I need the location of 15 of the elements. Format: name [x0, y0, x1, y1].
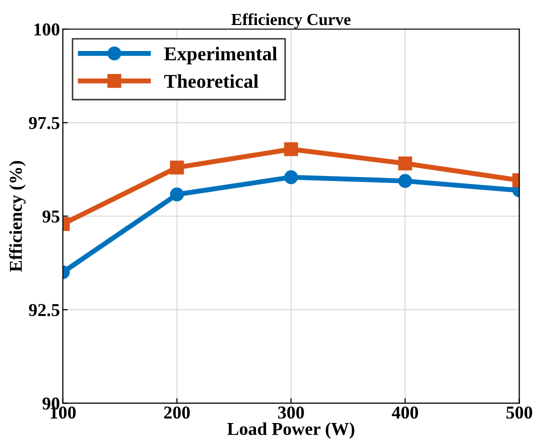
- point: [284, 170, 298, 184]
- y-tick-label: 92.5: [28, 304, 60, 316]
- y-tick-label: 97.5: [28, 116, 60, 130]
- x-axis-title: Load Power (W): [227, 422, 354, 439]
- y-tick-label: 95: [42, 210, 60, 223]
- legend-label: Experimental: [164, 46, 278, 64]
- chart-title: Efficiency Curve: [231, 13, 351, 29]
- y-axis-title: Efficiency (%): [9, 161, 26, 272]
- legend-label: Theoretical: [164, 74, 258, 88]
- x-tick-label: 300: [278, 406, 304, 419]
- x-tick-label: 400: [392, 406, 418, 419]
- y-tick-label: 100: [34, 23, 60, 36]
- x-tick-label: 200: [164, 406, 190, 419]
- x-tick-label: 500: [506, 406, 532, 419]
- point: [284, 142, 298, 156]
